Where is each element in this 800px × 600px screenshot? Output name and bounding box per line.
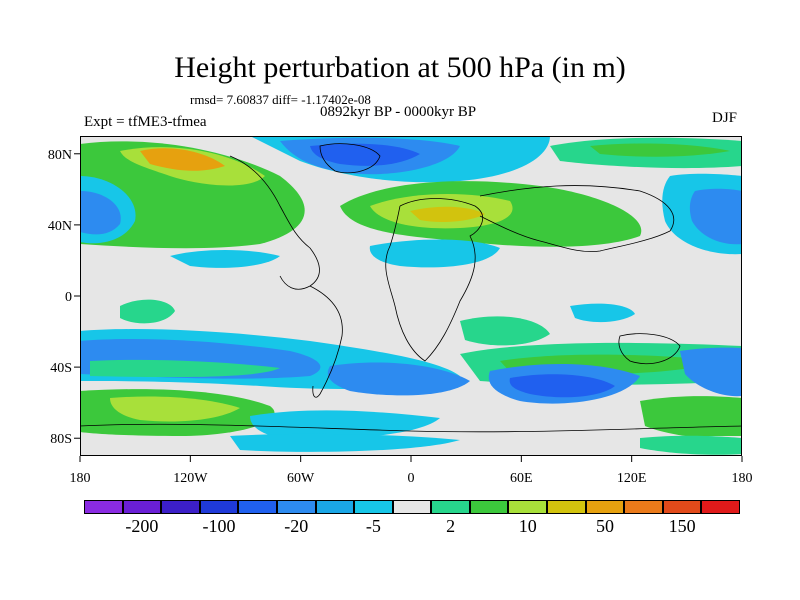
lon-tick-label: 120E xyxy=(617,471,647,486)
colorbar-swatch xyxy=(122,500,162,514)
lat-tick-label: 80N xyxy=(48,148,72,163)
coastlines xyxy=(80,143,742,433)
lat-tick-label: 80S xyxy=(50,432,72,447)
colorbar-swatch xyxy=(547,500,586,514)
colorbar-label: 150 xyxy=(668,516,696,536)
colorbar-swatch xyxy=(199,500,239,514)
lat-tick-label: 40N xyxy=(48,219,72,234)
map-frame xyxy=(80,136,742,456)
map-plot xyxy=(80,136,742,456)
colorbar-swatch xyxy=(431,500,470,514)
stats-line: rmsd= 7.60837 diff= -1.17402e-08 xyxy=(190,92,371,107)
plot-title: Height perturbation at 500 hPa (in m) xyxy=(174,51,626,84)
colorbar-label: -5 xyxy=(365,516,381,536)
colorbar-swatch xyxy=(354,500,393,514)
colorbar-swatch xyxy=(392,500,432,514)
lon-tick-label: 60E xyxy=(510,471,533,486)
colorbar-label: -200 xyxy=(125,516,159,536)
colorbar-swatch xyxy=(662,500,702,514)
period-label: 0892kyr BP - 0000kyr BP xyxy=(320,104,477,120)
lat-tick-label: 0 xyxy=(65,290,72,305)
colorbar-swatch xyxy=(238,500,277,514)
colorbar-swatch xyxy=(624,500,663,514)
colorbar-label: -100 xyxy=(202,516,236,536)
lon-tick-label: 60W xyxy=(287,471,315,486)
colorbar-swatch xyxy=(701,500,740,514)
colorbar-swatch xyxy=(276,500,316,514)
lon-tick-label: 120W xyxy=(173,471,208,486)
colorbar-swatch xyxy=(315,500,355,514)
lon-tick-label: 0 xyxy=(408,471,415,486)
colorbar-label: 2 xyxy=(446,516,456,536)
colorbar-swatch xyxy=(585,500,625,514)
lat-tick-label: 40S xyxy=(50,361,72,376)
colorbar-swatch xyxy=(508,500,548,514)
colorbar-swatch xyxy=(84,500,123,514)
colorbar-label: 50 xyxy=(595,516,614,536)
colorbar-swatch xyxy=(161,500,200,514)
colorbar xyxy=(84,500,740,520)
colorbar-swatch xyxy=(469,500,509,514)
experiment-label: Expt = tfME3-tfmea xyxy=(84,114,207,130)
colorbar-label: 10 xyxy=(518,516,537,536)
lon-tick-label: 180 xyxy=(732,471,753,486)
season-label: DJF xyxy=(712,110,738,126)
colorbar-label: -20 xyxy=(284,516,309,536)
lon-tick-label: 180 xyxy=(70,471,91,486)
